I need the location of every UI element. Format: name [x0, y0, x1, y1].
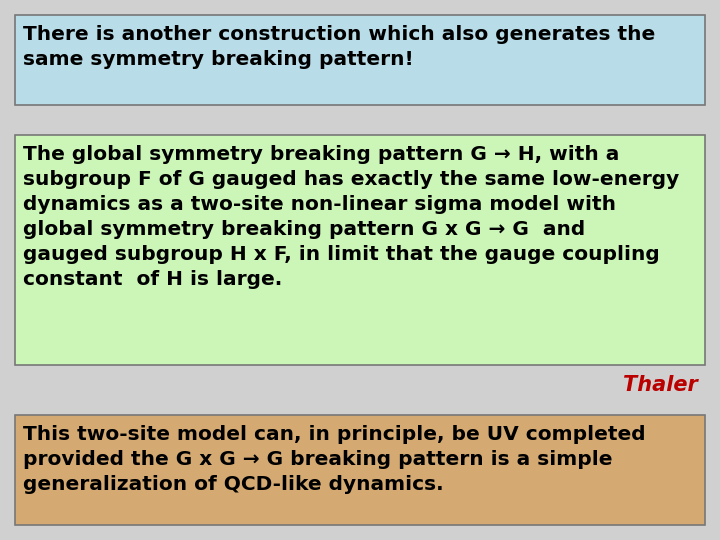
FancyBboxPatch shape [15, 15, 705, 105]
Text: The global symmetry breaking pattern G → H, with a
subgroup F of G gauged has ex: The global symmetry breaking pattern G →… [23, 145, 679, 289]
Text: There is another construction which also generates the
same symmetry breaking pa: There is another construction which also… [23, 25, 655, 69]
FancyBboxPatch shape [15, 415, 705, 525]
Text: Thaler: Thaler [624, 375, 698, 395]
FancyBboxPatch shape [15, 135, 705, 365]
Text: This two-site model can, in principle, be UV completed
provided the G x G → G br: This two-site model can, in principle, b… [23, 425, 646, 494]
